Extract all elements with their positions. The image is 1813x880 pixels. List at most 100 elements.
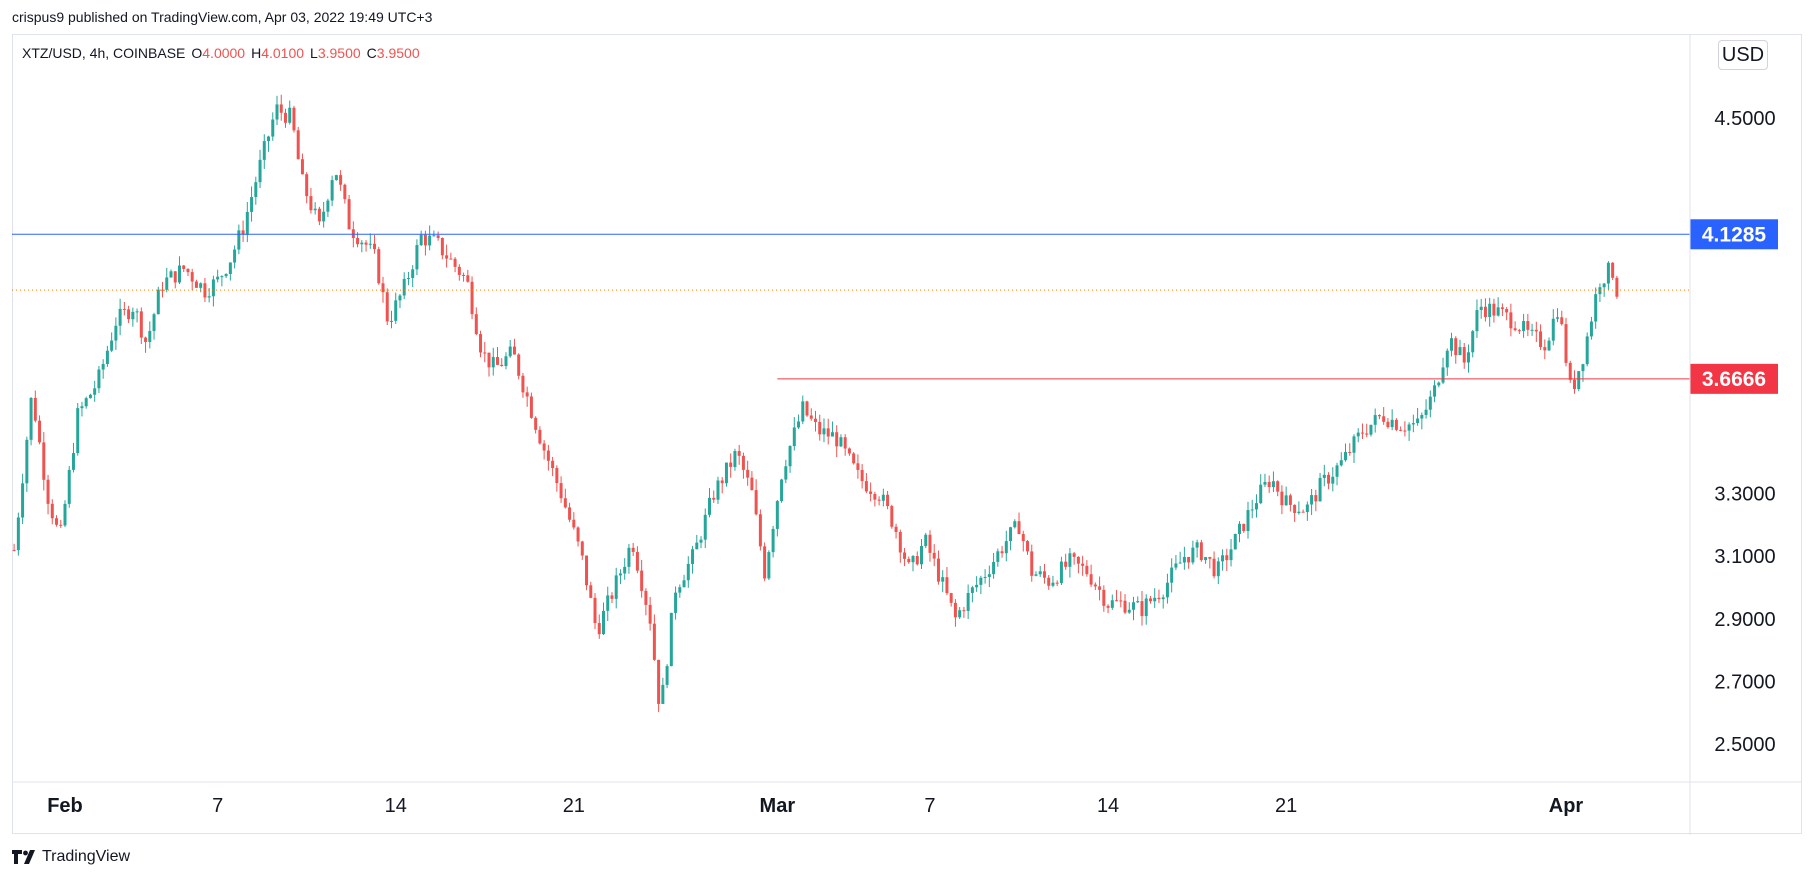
candle-body <box>1539 331 1543 348</box>
candle-body <box>1390 419 1394 428</box>
candle-body <box>262 141 266 160</box>
candle-body <box>792 427 796 447</box>
candle-body <box>1021 534 1025 542</box>
candle-body <box>1509 312 1513 329</box>
y-tick-label: 2.5000 <box>1714 734 1775 756</box>
candle-body <box>707 497 711 515</box>
candle-body <box>16 517 20 551</box>
candle-body <box>330 180 334 201</box>
candle-body <box>1318 477 1322 502</box>
candle-body <box>1399 429 1403 431</box>
candle-body <box>898 532 902 553</box>
candle-body <box>597 623 601 635</box>
candle-body <box>1475 310 1479 332</box>
candle-body <box>76 408 80 454</box>
candle-body <box>250 197 254 212</box>
candle-body <box>508 346 512 357</box>
candle-body <box>1144 598 1148 617</box>
candle-body <box>1182 556 1186 563</box>
candle-body <box>1377 415 1381 417</box>
candle-body <box>517 354 521 376</box>
candle-body <box>449 258 453 260</box>
candle-body <box>631 547 635 552</box>
candle-body <box>322 211 326 222</box>
candle-body <box>347 199 351 230</box>
candle-body <box>1030 551 1034 576</box>
candle-body <box>1059 561 1063 584</box>
candle-body <box>801 401 805 422</box>
candle-body <box>1047 577 1051 586</box>
candle-body <box>462 274 466 276</box>
candle-body <box>173 271 177 283</box>
candle-body <box>733 451 737 467</box>
y-tick-label: 2.7000 <box>1714 671 1775 693</box>
candle-body <box>1064 561 1068 567</box>
candle-body <box>343 184 347 200</box>
candle-body <box>949 593 953 603</box>
candle-body <box>1373 415 1377 425</box>
candle-body <box>966 592 970 611</box>
candle-body <box>1513 328 1517 331</box>
candle-body <box>665 666 669 685</box>
legend-high-value: 4.0100 <box>261 45 305 61</box>
axes-layer: 4.5000 3.3000 3.1000 2.9000 2.7000 2.5000 Feb 7… <box>12 35 1802 835</box>
horizontal-lines-layer: 4.1285 3.6666 <box>12 219 1778 394</box>
candle-body <box>292 107 296 131</box>
candle-body <box>907 558 911 563</box>
candle-body <box>237 230 241 250</box>
candle-body <box>1042 571 1046 578</box>
candle-body <box>1191 547 1195 563</box>
candle-body <box>1229 549 1233 561</box>
candle-body <box>767 552 771 579</box>
x-tick-label: 7 <box>212 795 223 817</box>
candle-body <box>1284 495 1288 506</box>
candle-body <box>724 462 728 484</box>
candle-body <box>852 453 856 464</box>
candle-body <box>551 460 555 469</box>
candle-body <box>1250 509 1254 511</box>
candle-body <box>254 182 258 198</box>
candle-body <box>843 437 847 449</box>
currency-selector-button[interactable]: USD <box>1718 40 1768 70</box>
candle-body <box>1157 597 1161 600</box>
candle-body <box>1466 352 1470 363</box>
candle-body <box>521 375 525 393</box>
candle-body <box>729 462 733 467</box>
candle-body <box>610 595 614 599</box>
candle-body <box>546 450 550 461</box>
candle-body <box>1424 409 1428 415</box>
candle-body <box>1305 504 1309 513</box>
candle-body <box>572 519 576 528</box>
candle-body <box>818 421 822 435</box>
candle-body <box>1153 597 1157 602</box>
candle-body <box>1547 340 1551 351</box>
candle-body <box>555 468 559 484</box>
candle-body <box>1238 523 1242 534</box>
candle-body <box>1271 481 1275 488</box>
candle-body <box>563 498 567 508</box>
candle-body <box>1301 511 1305 513</box>
candle-body <box>398 295 402 301</box>
candle-body <box>423 234 427 246</box>
candle-body <box>1106 605 1110 608</box>
candle-body <box>1174 563 1178 568</box>
candle-body <box>1556 317 1560 319</box>
candle-body <box>1115 600 1119 602</box>
candle-body <box>1526 321 1530 330</box>
candle-body <box>228 262 232 274</box>
candle-body <box>669 612 673 667</box>
candle-body <box>915 556 919 565</box>
candle-body <box>445 255 449 259</box>
candle-body <box>830 432 834 437</box>
candle-body <box>1522 321 1526 332</box>
candle-body <box>593 597 597 624</box>
candle-body <box>606 595 610 611</box>
candle-body <box>80 406 84 409</box>
candle-body <box>975 584 979 588</box>
candle-body <box>1369 424 1373 435</box>
candle-body <box>1407 424 1411 431</box>
candle-body <box>1500 307 1504 310</box>
candle-body <box>29 397 33 440</box>
legend-high-label: H <box>251 45 262 61</box>
